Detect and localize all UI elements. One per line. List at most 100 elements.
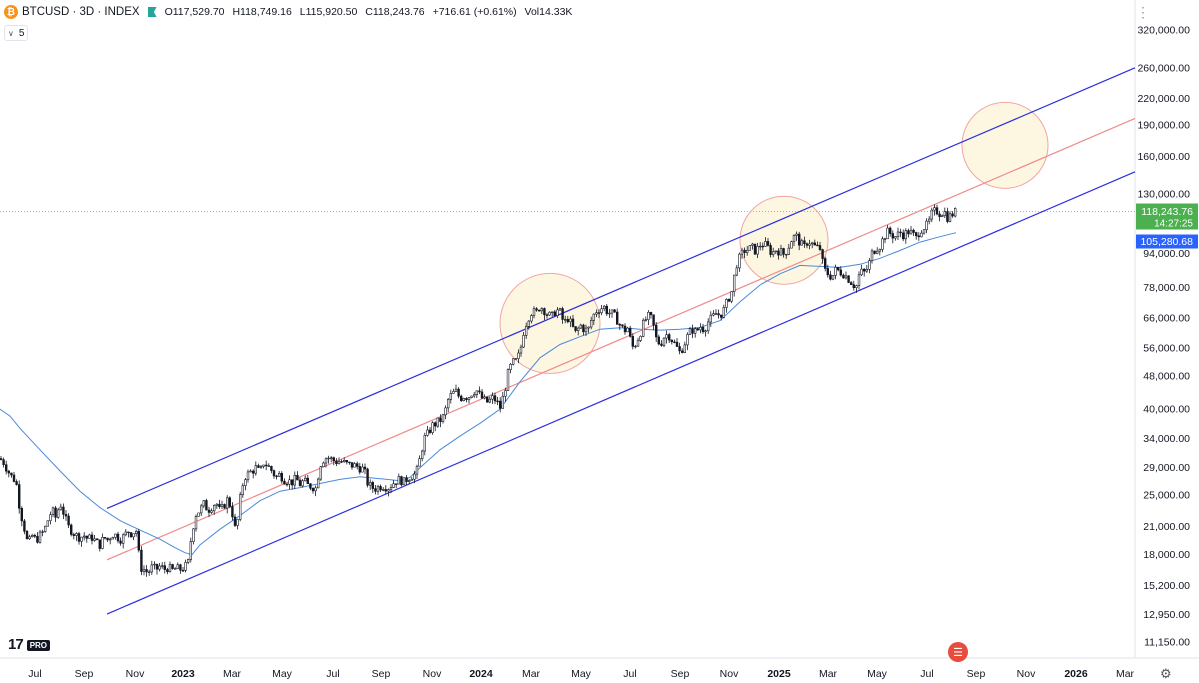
candle-up (870, 250, 874, 261)
candle-up (314, 487, 317, 492)
candle-up (738, 253, 741, 269)
candle-down (797, 233, 801, 246)
candle-up (683, 344, 687, 353)
candle-down (358, 466, 361, 473)
candle-up (693, 328, 697, 334)
candle-down (400, 476, 403, 486)
candle-up (491, 395, 494, 400)
candle-up (953, 207, 957, 217)
candle-up (184, 561, 187, 571)
price-channel (106, 67, 1136, 615)
candle-up (844, 275, 848, 279)
candles (0, 204, 957, 577)
candle-down (649, 312, 653, 316)
highlight-circle (961, 101, 1049, 189)
candle-down (207, 509, 211, 513)
candle-down (457, 388, 460, 397)
candle-down (657, 336, 661, 345)
candle-up (857, 274, 861, 286)
candle-down (267, 465, 270, 467)
candle-down (873, 250, 876, 254)
time-tick-label: 2025 (767, 668, 791, 680)
candle-up (324, 458, 328, 464)
candle-up (75, 533, 78, 536)
candle-up (808, 243, 811, 246)
time-tick-label: Mar (522, 668, 541, 680)
price-tick-label: 25,000.00 (1143, 489, 1190, 501)
candle-up (376, 486, 380, 492)
candle-up (662, 337, 666, 346)
candle-down (2, 459, 5, 466)
candle-down (0, 458, 3, 460)
candle-down (901, 232, 905, 240)
settings-gear-icon[interactable]: ⚙ (1160, 666, 1172, 681)
price-tick-label: 66,000.00 (1143, 312, 1190, 324)
more-options-icon[interactable]: ⋮ (1136, 4, 1150, 20)
candle-down (852, 284, 856, 288)
candle-up (810, 242, 814, 245)
candle-down (670, 339, 674, 343)
candle-up (735, 267, 739, 276)
candle-down (345, 460, 348, 463)
candle-down (938, 213, 941, 218)
candle-down (719, 314, 723, 318)
market-flag-icon (147, 7, 157, 17)
candle-down (7, 470, 11, 474)
candle-down (836, 267, 840, 271)
tradingview-logo[interactable]: 17 PRO (8, 636, 51, 653)
candle-up (288, 479, 291, 485)
candle-down (478, 390, 481, 393)
candle-down (714, 313, 718, 315)
symbol-title[interactable]: BTCUSD · 3D · INDEX (22, 6, 140, 18)
candle-up (410, 478, 413, 481)
candle-down (761, 245, 765, 248)
candle-up (452, 391, 455, 394)
candle-up (730, 291, 733, 302)
time-tick-label: Jul (28, 668, 41, 680)
candle-up (436, 417, 439, 427)
candle-up (881, 238, 884, 250)
time-tick-label: May (571, 668, 592, 680)
price-tick-label: 190,000.00 (1137, 120, 1190, 132)
candle-up (449, 393, 452, 400)
candle-up (930, 209, 934, 220)
price-tick-label: 11,150.00 (1144, 637, 1190, 649)
moving-average (0, 232, 957, 556)
candle-down (946, 211, 949, 222)
candle-down (223, 504, 226, 509)
candle-up (174, 568, 177, 570)
price-tick-label: 320,000.00 (1137, 25, 1190, 37)
candle-down (285, 483, 289, 486)
candle-down (652, 314, 655, 326)
candle-down (839, 269, 843, 276)
time-tick-label: Mar (1116, 668, 1135, 680)
high-value: H118,749.16 (232, 6, 292, 18)
candle-down (96, 538, 99, 541)
time-tick-label: Nov (126, 668, 145, 680)
candle-up (249, 470, 252, 473)
candle-up (316, 478, 320, 489)
candle-down (847, 275, 850, 283)
candle-up (254, 465, 257, 474)
price-tick-label: 94,000.00 (1143, 248, 1190, 260)
us-flag-event-icon[interactable]: ☰ (948, 642, 968, 662)
candle-up (922, 229, 926, 234)
candle-up (153, 563, 156, 566)
candle-up (530, 315, 533, 322)
highlight-circle (739, 195, 829, 285)
indicator-toggle[interactable]: ∨ 5 (4, 25, 29, 41)
time-tick-label: Sep (372, 668, 391, 680)
time-tick-label: Jul (920, 668, 933, 680)
candle-down (782, 248, 785, 255)
time-tick-label: 2023 (171, 668, 195, 680)
candle-down (496, 400, 499, 403)
candle-down (493, 395, 497, 402)
candle-down (553, 311, 557, 316)
candle-up (641, 319, 645, 337)
time-tick-label: Sep (75, 668, 94, 680)
candle-up (277, 473, 281, 477)
candle-down (350, 462, 354, 468)
ma-value-badge (1136, 234, 1198, 249)
candle-up (176, 564, 179, 569)
